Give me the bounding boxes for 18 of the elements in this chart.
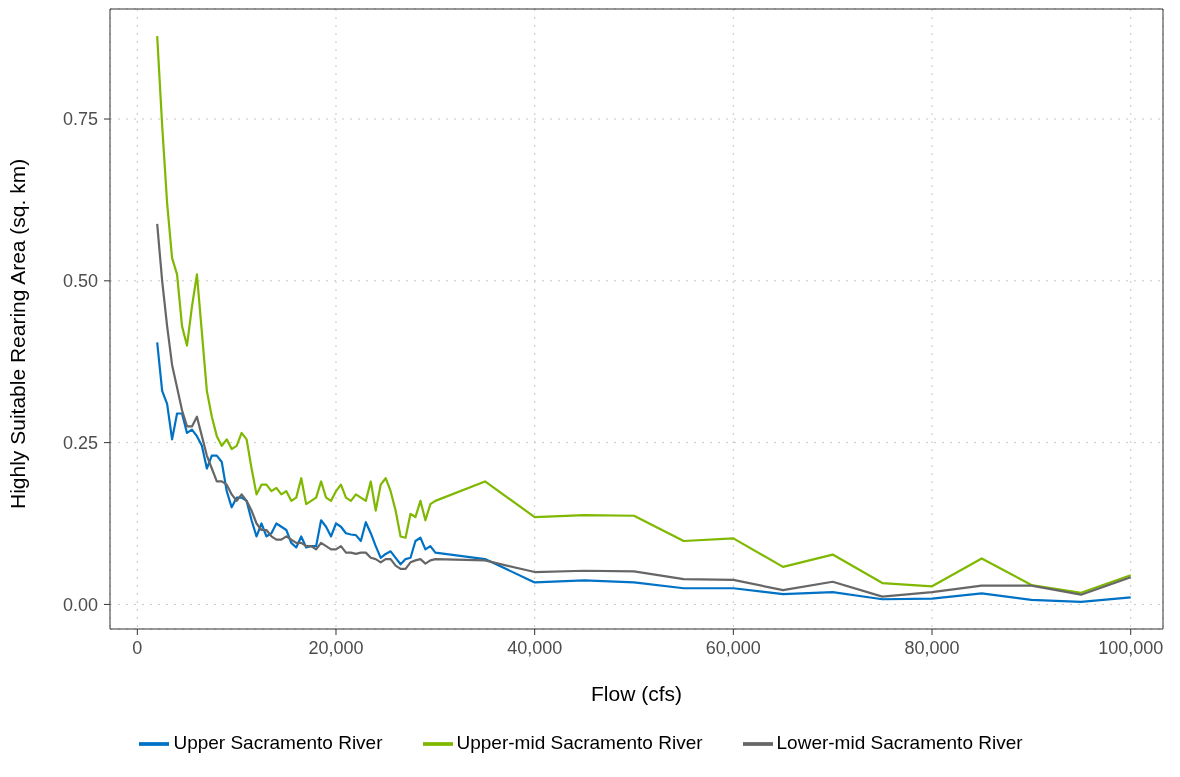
line-series: [156, 222, 1132, 598]
y-tick-label: 0.50: [62, 271, 98, 292]
x-axis-title: Flow (cfs): [591, 682, 682, 705]
x-tick-label: 0: [132, 637, 143, 658]
legend-label: Upper-mid Sacramento River: [456, 732, 703, 754]
y-tick-label: 0.00: [62, 594, 98, 615]
y-tick-label: 0.75: [62, 109, 98, 130]
x-tick-label: 40,000: [507, 637, 563, 658]
line-series: [156, 341, 1132, 603]
legend-label: Lower-mid Sacramento River: [776, 732, 1023, 754]
x-tick-label: 60,000: [705, 637, 761, 658]
y-axis-title: Highly Suitable Rearing Area (sq. km): [6, 158, 30, 509]
x-tick-label: 80,000: [904, 637, 960, 658]
y-tick-label: 0.25: [62, 433, 98, 453]
x-tick-label: 100,000: [1098, 637, 1164, 658]
legend-label: Upper Sacramento River: [173, 732, 383, 754]
x-tick-label: 20,000: [308, 637, 364, 658]
line-series: [156, 35, 1132, 594]
